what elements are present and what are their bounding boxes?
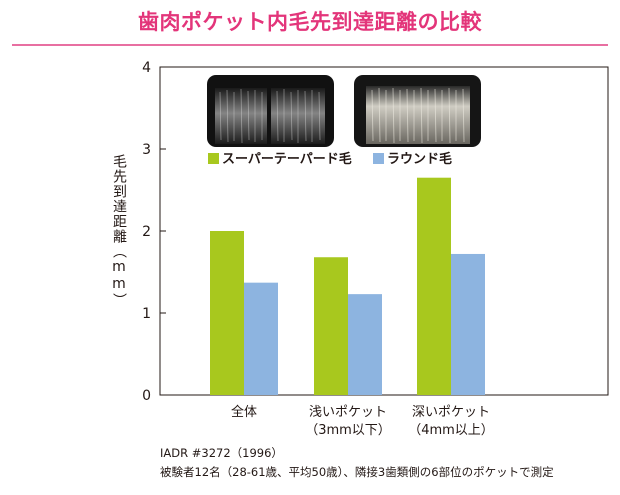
chart-title: 歯肉ポケット内毛先到達距離の比較 — [138, 10, 482, 34]
y-tick-label: 4 — [142, 60, 151, 76]
legend-swatch-round — [373, 153, 384, 164]
category-label: 全体 — [231, 404, 257, 420]
category-label: 深いポケット — [412, 405, 490, 420]
y-axis: 0 1 2 3 4 — [142, 60, 166, 404]
bar-super-tapered-2 — [417, 177, 451, 395]
x-axis-categories: 全体 浅いポケット （3mm以下） 深いポケット （4mm以上） — [231, 404, 494, 438]
y-tick-label: 0 — [142, 388, 151, 404]
y-tick-label: 2 — [142, 224, 151, 240]
bar-super-tapered-1 — [314, 257, 348, 395]
y-tick-label: 3 — [142, 142, 151, 158]
title-underline — [12, 44, 608, 46]
bar-round-2 — [451, 253, 485, 395]
source-note: IADR #3272（1996） — [160, 446, 283, 460]
category-sublabel: （3mm以下） — [305, 423, 391, 438]
legend-label-super-tapered: スーパーテーパード毛 — [222, 151, 352, 167]
bar-super-tapered-0 — [210, 231, 244, 395]
legend-swatch-super-tapered — [208, 153, 219, 164]
category-label: 浅いポケット — [309, 405, 387, 420]
bar-round-0 — [244, 282, 278, 395]
bar-round-1 — [348, 294, 382, 395]
y-tick-label: 1 — [142, 306, 151, 322]
legend: スーパーテーパード毛 ラウンド毛 — [208, 151, 452, 167]
legend-label-round: ラウンド毛 — [387, 151, 452, 167]
y-axis-label: 毛先到達距離（mm） — [111, 154, 127, 308]
subjects-note: 被験者12名（28-61歳、平均50歳）、隣接3歯類側の6部位のポケットで測定 — [160, 465, 554, 479]
category-sublabel: （4mm以上） — [408, 423, 494, 438]
super-tapered-bristle-photo — [207, 75, 334, 147]
round-bristle-photo — [354, 75, 481, 147]
bars-group — [210, 177, 485, 395]
